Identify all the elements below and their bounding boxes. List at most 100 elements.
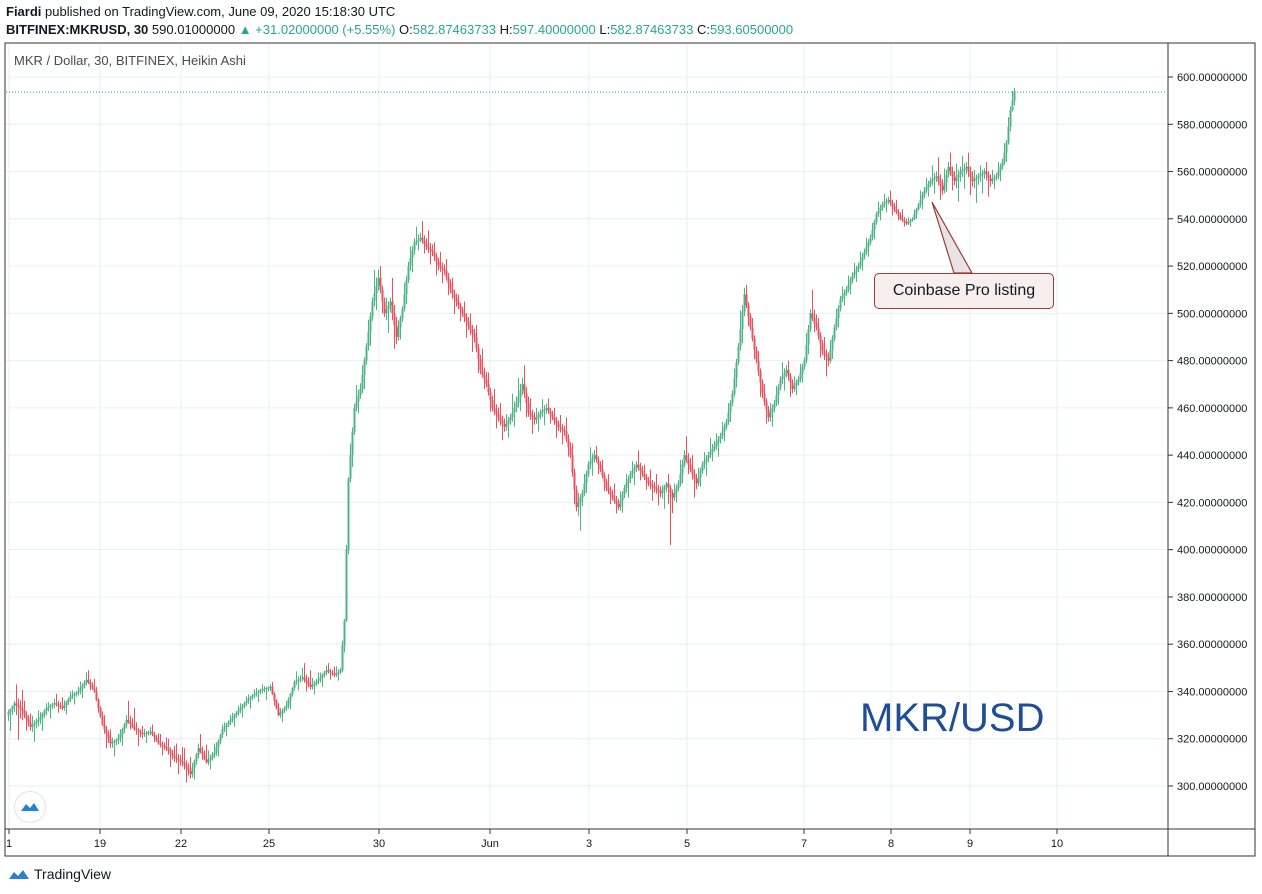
candle-body <box>915 209 918 215</box>
candle-body <box>577 502 580 508</box>
tradingview-logo-button[interactable] <box>14 791 46 823</box>
candle-body <box>63 705 66 709</box>
candle-body <box>223 726 226 730</box>
candle-body <box>553 417 556 421</box>
candle-body <box>457 301 460 306</box>
candle-body <box>641 470 644 475</box>
candle-body <box>631 470 634 475</box>
candle-body <box>51 704 54 706</box>
candle-body <box>59 705 62 707</box>
candle-body <box>907 221 910 224</box>
candle-body <box>19 706 22 709</box>
candle-body <box>547 407 550 412</box>
candle-body <box>789 376 792 383</box>
candle-body <box>861 256 864 262</box>
candle-body <box>183 762 186 766</box>
candle-body <box>919 199 922 205</box>
candle-body <box>217 741 220 748</box>
candle-body <box>273 693 276 701</box>
candle-body <box>127 719 130 723</box>
candle-body <box>977 176 980 178</box>
candle-body <box>519 390 522 397</box>
candle-body <box>247 699 250 701</box>
candle-body <box>267 687 270 689</box>
candle-body <box>593 455 596 459</box>
candle-body <box>137 730 140 732</box>
candle-body <box>17 705 20 707</box>
candle-body <box>865 247 868 252</box>
candle-body <box>185 765 188 769</box>
candle-body <box>161 744 164 746</box>
candle-body <box>401 308 404 319</box>
footer-branding[interactable]: TradingView <box>8 866 111 882</box>
candle-body <box>105 729 108 735</box>
candle-body <box>299 678 302 680</box>
candle-body <box>629 474 632 479</box>
y-tick-label: 320.00000000 <box>1177 734 1247 746</box>
candle-body <box>363 360 366 375</box>
candle-body <box>101 716 104 725</box>
candle-body <box>855 269 858 273</box>
candle-body <box>43 710 46 714</box>
candle-body <box>493 407 496 412</box>
annotation-callout[interactable]: Coinbase Pro listing <box>874 273 1054 309</box>
time-axis[interactable]: 1 19 22 25 30 Jun 3 5 7 8 9 10 <box>6 829 1063 850</box>
y-tick-label: 500.00000000 <box>1177 308 1247 320</box>
candle-body <box>759 371 762 383</box>
candle-body <box>569 447 572 456</box>
candle-body <box>539 412 542 415</box>
candle-body <box>513 407 516 413</box>
candle-body <box>833 327 836 339</box>
candle-body <box>637 464 640 468</box>
candle-body <box>909 220 912 222</box>
candle-body <box>895 209 898 213</box>
candle-body <box>815 322 818 328</box>
candle-body <box>49 705 52 707</box>
candle-body <box>451 289 454 294</box>
candle-body <box>157 740 160 744</box>
candle-body <box>971 176 974 181</box>
candle-body <box>847 284 850 290</box>
candle-body <box>391 301 394 314</box>
candle-body <box>11 706 14 710</box>
y-tick-label: 480.00000000 <box>1177 356 1247 368</box>
callout-pointer <box>931 201 974 274</box>
candle-body <box>753 338 756 350</box>
candle-body <box>853 272 856 276</box>
candle-body <box>335 673 338 675</box>
candle-body <box>471 329 474 334</box>
candle-body <box>303 677 306 680</box>
candle-body <box>123 724 126 730</box>
candle-body <box>557 423 560 427</box>
candle-body <box>165 747 168 749</box>
candle-body <box>351 431 354 456</box>
candle-body <box>355 401 358 408</box>
candle-body <box>1005 143 1008 153</box>
candle-body <box>541 411 544 413</box>
candle-body <box>891 203 894 207</box>
candle-body <box>403 294 406 309</box>
candle-body <box>677 483 680 489</box>
price-axis[interactable]: 600.00000000 580.00000000 560.00000000 540.… <box>1168 72 1247 793</box>
last-price: 590.01000000 <box>151 22 236 37</box>
candle-body <box>973 179 976 181</box>
candle-body <box>439 266 442 268</box>
candle-body <box>449 283 452 290</box>
candle-body <box>979 174 982 177</box>
candle-body <box>595 455 598 460</box>
candle-body <box>563 429 566 432</box>
candle-body <box>357 395 360 402</box>
candle-body <box>279 712 282 716</box>
candle-body <box>591 458 594 462</box>
candle-body <box>899 215 902 219</box>
x-tick-label: 22 <box>175 838 187 850</box>
candle-body <box>145 732 148 734</box>
candle-body <box>97 699 100 709</box>
candle-body <box>969 171 972 177</box>
candle-body <box>901 218 904 221</box>
candle-body <box>383 301 386 314</box>
candle-body <box>889 199 892 204</box>
candle-body <box>419 237 422 240</box>
candle-body <box>581 492 584 498</box>
